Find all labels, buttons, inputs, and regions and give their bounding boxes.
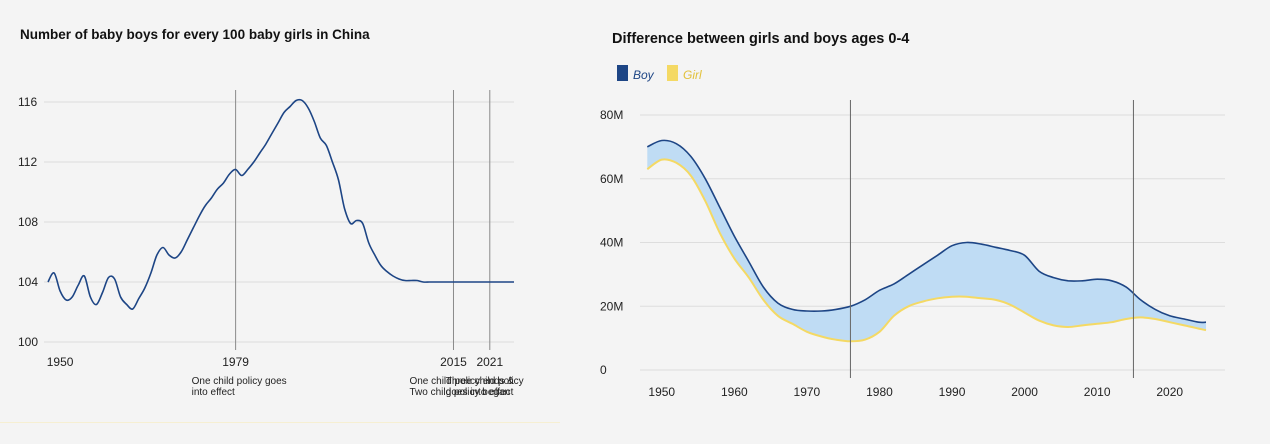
y-tick-label: 116 <box>18 95 37 109</box>
x-tick-label: 2010 <box>1084 385 1111 399</box>
sex-ratio-line-chart: 100 104 108 112 116 1950 1979 2015 2021 One child… <box>18 90 524 398</box>
policy-annotation: into effect <box>192 387 235 398</box>
y-tick-label: 100 <box>18 335 38 349</box>
legend-swatch-boy <box>617 65 628 81</box>
x-tick-label: 1950 <box>47 355 74 369</box>
sex-ratio-line <box>47 98 514 310</box>
y-tick-label: 20M <box>600 299 623 313</box>
divider-line <box>0 422 560 423</box>
boy-series-line <box>646 139 1207 324</box>
x-tick-label: 1980 <box>866 385 893 399</box>
y-tick-label: 40M <box>600 236 623 250</box>
y-tick-label: 60M <box>600 172 623 186</box>
policy-annotation: One child policy goes <box>192 376 287 387</box>
legend-label-boy: Boy <box>633 68 655 82</box>
y-tick-label: 80M <box>600 108 623 122</box>
y-tick-label: 108 <box>18 215 38 229</box>
x-tick-label: 1979 <box>222 355 249 369</box>
legend-swatch-girl <box>667 65 678 81</box>
policy-annotation: One child policy ends & <box>409 376 514 387</box>
x-tick-label: 2015 <box>440 355 467 369</box>
x-tick-label: 2020 <box>1156 385 1183 399</box>
gap-area <box>647 140 1206 342</box>
left-chart-title: Number of baby boys for every 100 baby g… <box>20 27 370 42</box>
policy-annotation: goes into effect <box>446 387 514 398</box>
x-tick-label: 1950 <box>648 385 675 399</box>
right-chart-panel: Difference between girls and boys ages 0… <box>580 0 1270 444</box>
right-chart-title: Difference between girls and boys ages 0… <box>612 31 910 47</box>
legend-label-girl: Girl <box>683 68 702 82</box>
x-tick-label: 2000 <box>1011 385 1038 399</box>
girl-series-line <box>646 158 1207 343</box>
y-tick-label: 112 <box>18 155 37 169</box>
policy-annotation: Three child policy <box>446 376 524 387</box>
x-tick-label: 1990 <box>939 385 966 399</box>
left-chart-panel: Number of baby boys for every 100 baby g… <box>0 0 580 444</box>
population-gap-area-chart: 0 20M 40M 60M 80M 1950 1960 1970 1980 1990 2000 201… <box>600 65 1225 399</box>
x-tick-label: 1970 <box>794 385 821 399</box>
y-tick-label: 104 <box>18 275 38 289</box>
x-tick-label: 1960 <box>721 385 748 399</box>
y-tick-label: 0 <box>600 363 607 377</box>
policy-annotation: Two child policy began <box>409 387 510 398</box>
x-tick-label: 2021 <box>476 355 503 369</box>
